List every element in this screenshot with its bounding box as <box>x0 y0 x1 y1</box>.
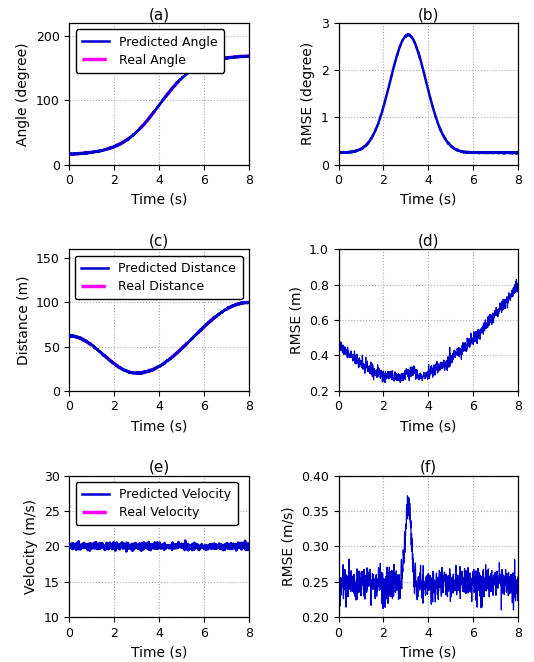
Y-axis label: RMSE (m): RMSE (m) <box>289 286 303 354</box>
Predicted Angle <box>171 83 177 91</box>
X-axis label: Time (s): Time (s) <box>400 645 457 659</box>
Y-axis label: RMSE (degree): RMSE (degree) <box>301 42 315 146</box>
X-axis label: Time (s): Time (s) <box>131 645 187 659</box>
Real Distance <box>134 369 140 377</box>
Predicted Distance <box>221 306 227 314</box>
Line: Real Distance: Real Distance <box>69 303 249 373</box>
Predicted Velocity <box>221 541 227 549</box>
Predicted Distance <box>175 348 182 355</box>
Title: (a): (a) <box>148 7 170 22</box>
Line: Real Angle: Real Angle <box>69 56 249 154</box>
Title: (d): (d) <box>418 233 439 248</box>
X-axis label: Time (s): Time (s) <box>400 419 457 433</box>
Real Velocity <box>170 542 177 550</box>
Predicted Distance <box>66 332 73 340</box>
Real Velocity <box>77 542 84 550</box>
Title: (b): (b) <box>418 7 439 22</box>
Real Angle <box>202 59 209 67</box>
Predicted Angle <box>245 52 251 60</box>
Y-axis label: RMSE (m/s): RMSE (m/s) <box>281 506 295 586</box>
Predicted Velocity <box>171 545 177 553</box>
Real Distance <box>246 299 252 307</box>
Predicted Distance <box>246 299 252 307</box>
X-axis label: Time (s): Time (s) <box>131 419 187 433</box>
Legend: Predicted Distance, Real Distance: Predicted Distance, Real Distance <box>75 256 242 299</box>
Title: (e): (e) <box>148 459 170 475</box>
Predicted Velocity <box>175 538 182 546</box>
Real Velocity <box>66 542 73 550</box>
X-axis label: Time (s): Time (s) <box>131 193 187 207</box>
Real Velocity <box>180 542 187 550</box>
Predicted Angle <box>221 54 227 62</box>
Real Velocity <box>221 542 227 550</box>
Line: Predicted Angle: Predicted Angle <box>69 56 249 154</box>
Predicted Velocity <box>203 541 209 549</box>
Predicted Velocity <box>66 542 73 550</box>
Predicted Distance <box>77 334 84 342</box>
Real Angle <box>77 150 84 158</box>
Predicted Distance <box>180 343 187 351</box>
Real Angle <box>246 52 252 60</box>
Real Velocity <box>175 542 182 550</box>
Predicted Velocity <box>182 537 189 545</box>
Y-axis label: Velocity (m/s): Velocity (m/s) <box>24 498 38 594</box>
Predicted Velocity <box>246 542 252 549</box>
Legend: Predicted Angle, Real Angle: Predicted Angle, Real Angle <box>76 29 224 73</box>
X-axis label: Time (s): Time (s) <box>400 193 457 207</box>
Legend: Predicted Velocity, Real Velocity: Predicted Velocity, Real Velocity <box>76 482 238 526</box>
Real Velocity <box>202 542 209 550</box>
Real Distance <box>77 334 84 342</box>
Predicted Distance <box>135 369 142 377</box>
Title: (c): (c) <box>149 233 169 248</box>
Predicted Distance <box>202 321 209 329</box>
Real Distance <box>180 342 187 350</box>
Real Angle <box>66 150 73 158</box>
Y-axis label: Distance (m): Distance (m) <box>16 275 30 365</box>
Predicted Angle <box>69 150 75 158</box>
Real Angle <box>170 83 177 91</box>
Predicted Velocity <box>180 545 187 553</box>
Predicted Angle <box>180 72 187 80</box>
Real Distance <box>175 348 182 355</box>
Predicted Distance <box>244 298 250 306</box>
Real Angle <box>180 72 187 80</box>
Real Angle <box>221 54 227 62</box>
Predicted Velocity <box>77 545 84 553</box>
Y-axis label: Angle (degree): Angle (degree) <box>16 42 30 146</box>
Line: Predicted Distance: Predicted Distance <box>69 302 249 373</box>
Real Distance <box>66 332 73 340</box>
Real Distance <box>202 321 209 329</box>
Title: (f): (f) <box>420 459 437 475</box>
Predicted Angle <box>202 60 209 68</box>
Predicted Distance <box>171 352 177 360</box>
Real Distance <box>171 352 177 359</box>
Predicted Angle <box>246 52 252 60</box>
Real Angle <box>175 77 182 85</box>
Predicted Angle <box>175 77 182 85</box>
Real Distance <box>221 307 227 314</box>
Line: Predicted Velocity: Predicted Velocity <box>69 541 249 551</box>
Predicted Angle <box>66 150 73 158</box>
Predicted Velocity <box>123 547 130 555</box>
Real Velocity <box>246 542 252 550</box>
Predicted Angle <box>77 150 84 158</box>
